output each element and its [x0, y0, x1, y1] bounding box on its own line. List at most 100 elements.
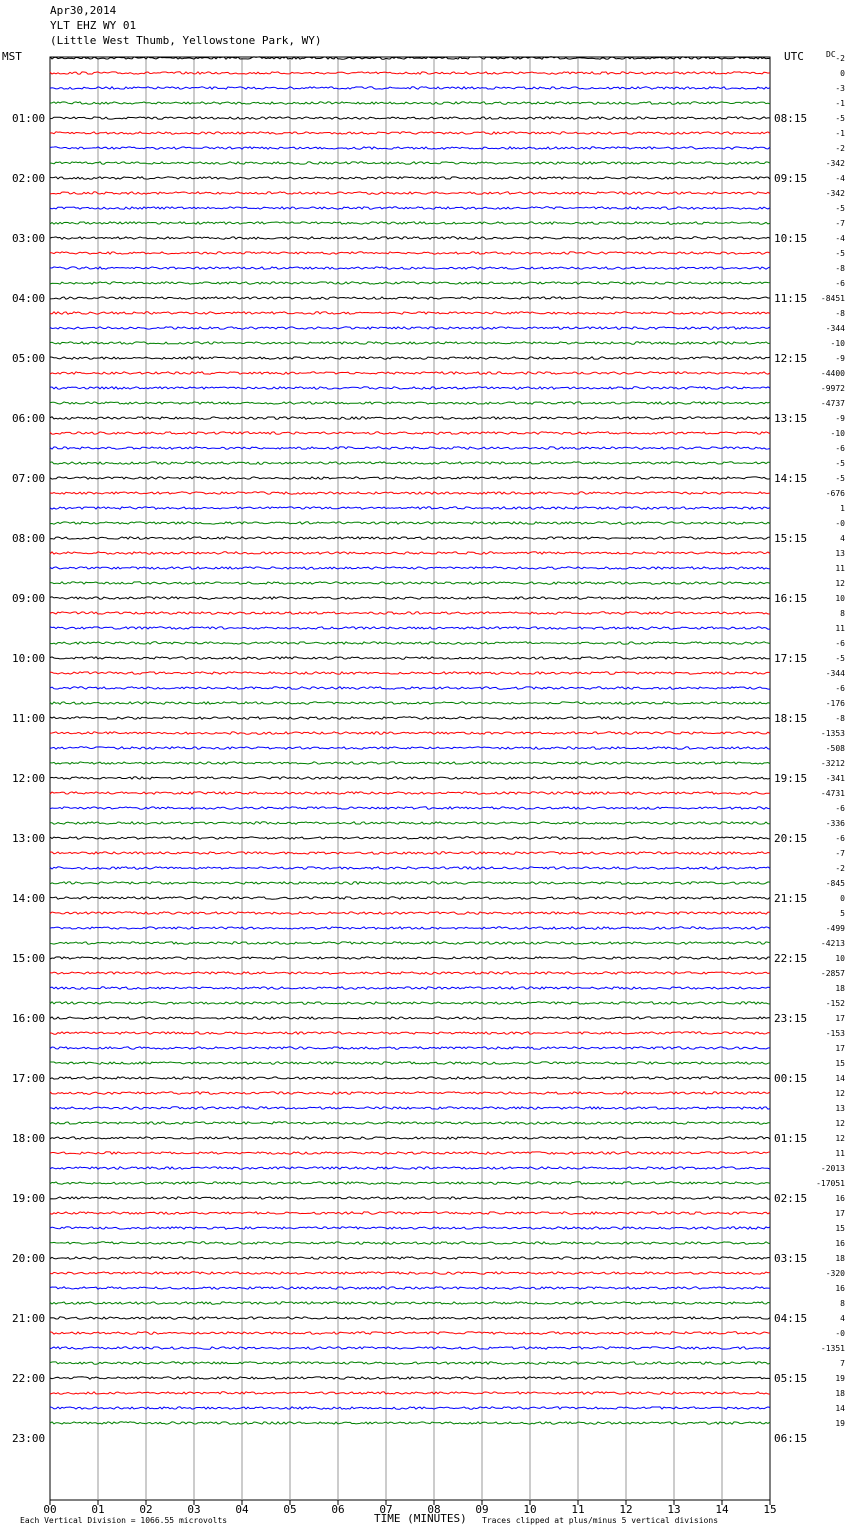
mst-hour-label: 08:00	[12, 532, 45, 545]
utc-hour-label: 21:15	[774, 892, 807, 905]
dc-offset-label: 19	[835, 1374, 845, 1383]
dc-offset-label: -5	[835, 204, 845, 213]
dc-offset-label: -17051	[816, 1179, 845, 1188]
x-tick-label: 09	[475, 1503, 488, 1516]
mst-hour-label: 10:00	[12, 652, 45, 665]
dc-offset-label: 17	[835, 1014, 845, 1023]
dc-offset-label: 12	[835, 1134, 845, 1143]
trace-line	[49, 506, 771, 510]
trace-line	[49, 896, 771, 900]
dc-offset-label: -9	[835, 354, 845, 363]
dc-offset-label: 16	[835, 1194, 845, 1203]
trace-line	[49, 926, 771, 930]
trace-line	[49, 1256, 771, 1260]
dc-offset-label: 14	[835, 1074, 845, 1083]
trace-line	[49, 1211, 771, 1215]
x-axis-title: TIME (MINUTES)	[374, 1512, 467, 1525]
trace-line	[49, 1391, 771, 1395]
x-tick-label: 10	[523, 1503, 536, 1516]
trace-line	[49, 296, 770, 300]
trace-line	[49, 356, 771, 360]
utc-hour-label: 01:15	[774, 1132, 807, 1145]
x-tick-label: 12	[619, 1503, 632, 1516]
trace-line	[49, 1361, 771, 1365]
plot-date: Apr30,2014	[50, 4, 117, 17]
trace-line	[49, 536, 771, 540]
utc-hour-label: 16:15	[774, 592, 807, 605]
trace-line	[49, 1316, 771, 1320]
dc-offset-label: -676	[826, 489, 845, 498]
dc-offset-label: -5	[835, 474, 845, 483]
trace-line	[49, 656, 771, 660]
trace-line	[49, 1406, 771, 1410]
trace-line	[49, 116, 771, 120]
trace-line	[49, 911, 771, 915]
dc-offset-label: 5	[840, 909, 845, 918]
dc-offset-label: -508	[826, 744, 845, 753]
trace-line	[49, 551, 771, 555]
dc-offset-label: -6	[835, 639, 845, 648]
trace-line	[49, 1241, 771, 1245]
dc-offset-label: -8	[835, 264, 845, 273]
trace-line	[49, 416, 771, 420]
dc-offset-label: -341	[826, 774, 845, 783]
dc-offset-label: 10	[835, 594, 845, 603]
mst-hour-label: 17:00	[12, 1072, 45, 1085]
dc-offset-label: -10	[831, 429, 846, 438]
mst-hour-label: 06:00	[12, 412, 45, 425]
trace-line	[49, 671, 771, 675]
dc-offset-label: 8	[840, 1299, 845, 1308]
utc-hour-label: 10:15	[774, 232, 807, 245]
mst-hour-label: 09:00	[12, 592, 45, 605]
mst-hour-label: 02:00	[12, 172, 45, 185]
dc-offset-label: 18	[835, 1389, 845, 1398]
dc-offset-label: 8	[840, 609, 845, 618]
trace-line	[49, 206, 771, 210]
utc-hour-label: 06:15	[774, 1432, 807, 1445]
mst-hour-label: 19:00	[12, 1192, 45, 1205]
dc-offset-label: -344	[826, 669, 845, 678]
dc-offset-label: -152	[826, 999, 845, 1008]
mst-hour-label: 05:00	[12, 352, 45, 365]
trace-line	[49, 326, 771, 330]
trace-line	[49, 1181, 771, 1185]
utc-hour-label: 03:15	[774, 1252, 807, 1265]
trace-line	[49, 1151, 771, 1155]
trace-line	[49, 941, 771, 945]
dc-offset-label: -153	[826, 1029, 845, 1038]
trace-line	[49, 1301, 771, 1305]
trace-line	[49, 1166, 771, 1170]
dc-offset-label: 18	[835, 1254, 845, 1263]
dc-offset-label: -1353	[821, 729, 845, 738]
trace-line	[49, 566, 770, 570]
trace-line	[49, 881, 771, 885]
utc-hour-label: 05:15	[774, 1372, 807, 1385]
dc-offset-label: 10	[835, 954, 845, 963]
dc-offset-label: 1	[840, 504, 845, 513]
dc-offset-label: 13	[835, 549, 845, 558]
trace-line	[49, 1226, 771, 1230]
dc-offset-label: 19	[835, 1419, 845, 1428]
utc-hour-label: 15:15	[774, 532, 807, 545]
dc-offset-label: -8	[835, 714, 845, 723]
trace-line	[49, 701, 771, 705]
dc-offset-label: 15	[835, 1224, 845, 1233]
trace-line	[49, 1331, 771, 1335]
dc-offset-label: -9972	[821, 384, 845, 393]
dc-offset-label: 0	[840, 69, 845, 78]
trace-line	[49, 716, 771, 720]
x-tick-label: 04	[235, 1503, 249, 1516]
utc-hour-label: 19:15	[774, 772, 807, 785]
dc-offset-label: -3212	[821, 759, 845, 768]
dc-offset-label: 11	[835, 624, 845, 633]
trace-line	[49, 521, 771, 525]
dc-offset-label: -2013	[821, 1164, 845, 1173]
trace-line	[49, 851, 771, 855]
dc-offset-label: -5	[835, 114, 845, 123]
trace-line	[49, 1076, 771, 1080]
trace-line	[49, 476, 771, 480]
dc-offset-label: -0	[835, 519, 845, 528]
dc-offset-label: -10	[831, 339, 846, 348]
trace-line	[49, 1016, 771, 1020]
